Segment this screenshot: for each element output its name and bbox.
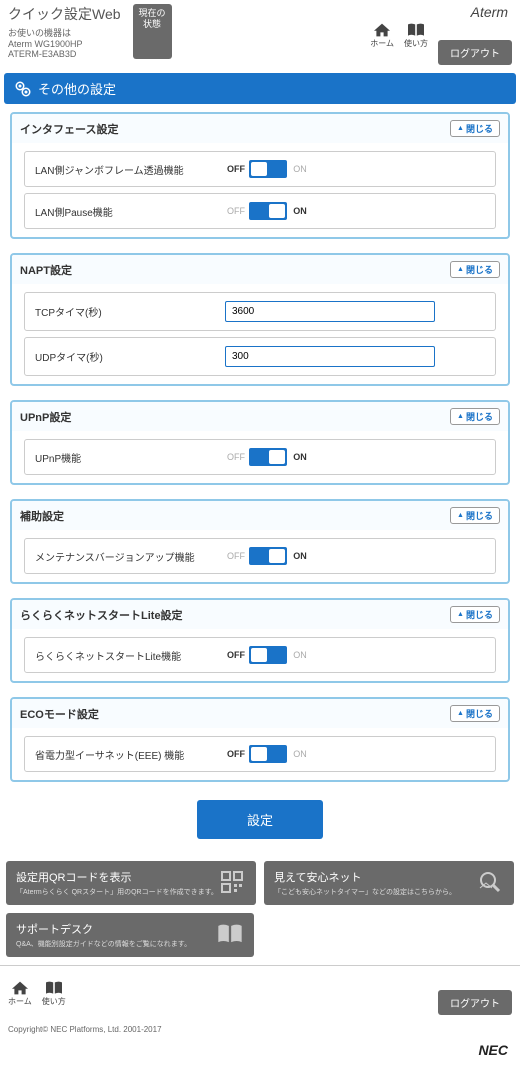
panel-body: メンテナンスバージョンアップ機能OFFON bbox=[12, 530, 508, 582]
brand-logo: Aterm bbox=[471, 4, 508, 20]
setting-row: TCPタイマ(秒) bbox=[24, 292, 496, 331]
page-title-bar: その他の設定 bbox=[4, 73, 516, 104]
footer-nav-help[interactable]: 使い方 bbox=[42, 980, 66, 1007]
panel-header: インタフェース設定 閉じる bbox=[12, 114, 508, 143]
panel-title: らくらくネットスタートLite設定 bbox=[20, 607, 183, 623]
toggle-switch[interactable]: OFFON bbox=[225, 202, 311, 220]
toggle-switch[interactable]: OFFON bbox=[225, 745, 311, 763]
panel-title: UPnP設定 bbox=[20, 409, 71, 425]
setting-label: メンテナンスバージョンアップ機能 bbox=[35, 549, 225, 564]
qr-card[interactable]: 設定用QRコードを表示 「Atermらくらく QRスタート」用のQRコードを作成… bbox=[6, 861, 256, 905]
collapse-button[interactable]: 閉じる bbox=[450, 120, 500, 137]
toggle-switch[interactable]: OFFON bbox=[225, 448, 311, 466]
setting-row: LAN側Pause機能OFFON bbox=[24, 193, 496, 229]
page-title: その他の設定 bbox=[38, 79, 116, 98]
device-info: お使いの機器は Aterm WG1900HP ATERM-E3AB3D bbox=[8, 26, 121, 59]
safety-card[interactable]: 見えて安心ネット 「こども安心ネットタイマー」などの設定はこちらから。 bbox=[264, 861, 514, 905]
setting-label: TCPタイマ(秒) bbox=[35, 304, 225, 319]
book-icon bbox=[406, 22, 426, 38]
text-input[interactable] bbox=[225, 301, 435, 322]
setting-label: 省電力型イーサネット(EEE) 機能 bbox=[35, 747, 225, 762]
setting-row: メンテナンスバージョンアップ機能OFFON bbox=[24, 538, 496, 574]
setting-row: LAN側ジャンボフレーム透過機能OFFON bbox=[24, 151, 496, 187]
app-title: クイック設定Web bbox=[8, 4, 121, 24]
status-button[interactable]: 現在の 状態 bbox=[133, 4, 172, 59]
panel-body: LAN側ジャンボフレーム透過機能OFFONLAN側Pause機能OFFON bbox=[12, 143, 508, 237]
text-input[interactable] bbox=[225, 346, 435, 367]
panel-header: ECOモード設定 閉じる bbox=[12, 699, 508, 728]
settings-panel: UPnP設定 閉じる UPnP機能OFFON bbox=[10, 400, 510, 485]
toggle-switch[interactable]: OFFON bbox=[225, 547, 311, 565]
panel-title: 補助設定 bbox=[20, 508, 64, 524]
setting-label: らくらくネットスタートLite機能 bbox=[35, 648, 225, 663]
footer-nav-home[interactable]: ホーム bbox=[8, 980, 32, 1007]
panel-header: NAPT設定 閉じる bbox=[12, 255, 508, 284]
setting-row: 省電力型イーサネット(EEE) 機能OFFON bbox=[24, 736, 496, 772]
logout-button[interactable]: ログアウト bbox=[438, 40, 512, 65]
settings-panel: ECOモード設定 閉じる省電力型イーサネット(EEE) 機能OFFON bbox=[10, 697, 510, 782]
collapse-button[interactable]: 閉じる bbox=[450, 261, 500, 278]
panel-title: インタフェース設定 bbox=[20, 121, 118, 137]
footer-logout-button[interactable]: ログアウト bbox=[438, 990, 512, 1015]
support-card[interactable]: サポートデスク Q&A、機能別設定ガイドなどの情報をご覧になれます。 bbox=[6, 913, 254, 957]
panel-header: UPnP設定 閉じる bbox=[12, 402, 508, 431]
panel-body: らくらくネットスタートLite機能OFFON bbox=[12, 629, 508, 681]
panel-body: TCPタイマ(秒) UDPタイマ(秒) bbox=[12, 284, 508, 384]
header: クイック設定Web お使いの機器は Aterm WG1900HP ATERM-E… bbox=[0, 0, 520, 69]
collapse-button[interactable]: 閉じる bbox=[450, 705, 500, 722]
book-open-icon bbox=[216, 922, 244, 949]
collapse-button[interactable]: 閉じる bbox=[450, 408, 500, 425]
home-icon bbox=[10, 980, 30, 996]
vendor-logo: NEC bbox=[0, 1038, 520, 1066]
panel-title: NAPT設定 bbox=[20, 262, 72, 278]
nav-home[interactable]: ホーム bbox=[370, 22, 394, 65]
setting-label: LAN側Pause機能 bbox=[35, 204, 225, 219]
panel-header: 補助設定 閉じる bbox=[12, 501, 508, 530]
collapse-button[interactable]: 閉じる bbox=[450, 507, 500, 524]
setting-label: LAN側ジャンボフレーム透過機能 bbox=[35, 162, 225, 177]
qr-icon bbox=[218, 870, 246, 897]
settings-panel: 補助設定 閉じるメンテナンスバージョンアップ機能OFFON bbox=[10, 499, 510, 584]
setting-row: UPnP機能OFFON bbox=[24, 439, 496, 475]
panel-body: 省電力型イーサネット(EEE) 機能OFFON bbox=[12, 728, 508, 780]
toggle-switch[interactable]: OFFON bbox=[225, 646, 311, 664]
gear-icon bbox=[14, 80, 32, 98]
setting-label: UPnP機能 bbox=[35, 450, 225, 465]
setting-row: UDPタイマ(秒) bbox=[24, 337, 496, 376]
nav-help[interactable]: 使い方 bbox=[404, 22, 428, 65]
panel-header: らくらくネットスタートLite設定 閉じる bbox=[12, 600, 508, 629]
book-icon bbox=[44, 980, 64, 996]
collapse-button[interactable]: 閉じる bbox=[450, 606, 500, 623]
footer: ホーム 使い方 ログアウト bbox=[0, 965, 520, 1021]
home-icon bbox=[372, 22, 392, 38]
settings-panel: らくらくネットスタートLite設定 閉じるらくらくネットスタートLite機能OFF… bbox=[10, 598, 510, 683]
submit-button[interactable]: 設定 bbox=[197, 800, 323, 839]
settings-panel: インタフェース設定閉じるLAN側ジャンボフレーム透過機能OFFONLAN側Pau… bbox=[10, 112, 510, 239]
panel-body: UPnP機能OFFON bbox=[12, 431, 508, 483]
setting-row: らくらくネットスタートLite機能OFFON bbox=[24, 637, 496, 673]
magnifier-icon bbox=[476, 870, 504, 897]
settings-panel: NAPT設定 閉じる TCPタイマ(秒) UDPタイマ(秒) bbox=[10, 253, 510, 386]
panel-title: ECOモード設定 bbox=[20, 706, 99, 722]
toggle-switch[interactable]: OFFON bbox=[225, 160, 311, 178]
setting-label: UDPタイマ(秒) bbox=[35, 349, 225, 364]
